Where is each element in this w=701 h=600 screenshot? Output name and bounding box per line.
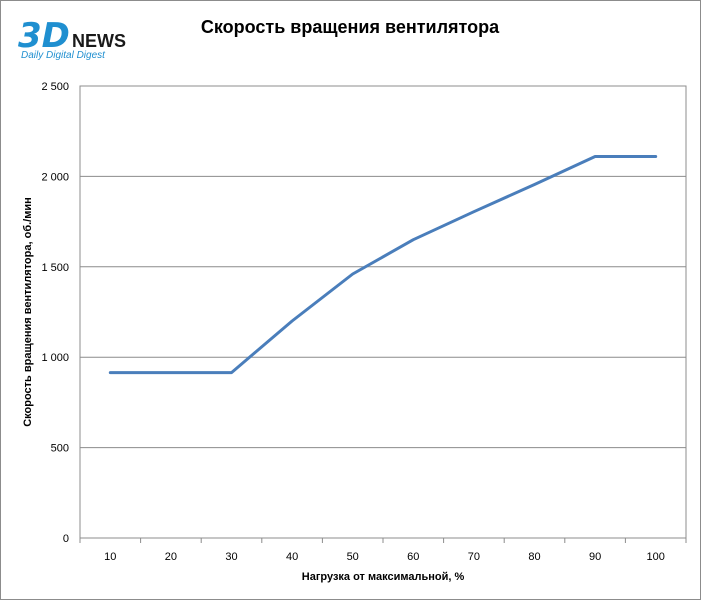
gridlines	[80, 175, 686, 449]
x-tick-label: 50	[347, 551, 359, 563]
x-tick-label: 80	[528, 551, 540, 563]
x-tick-label: 100	[647, 551, 665, 563]
y-axis-label: Скорость вращения вентилятора, об./мин	[22, 197, 34, 427]
x-tick-label: 30	[225, 551, 237, 563]
y-tick-label: 1 000	[41, 352, 69, 364]
x-tick-label: 20	[165, 551, 177, 563]
x-tick-label: 40	[286, 551, 298, 563]
series-group	[108, 155, 658, 375]
3dnews-logo: 3D NEWS Daily Digital Digest	[18, 16, 126, 61]
chart-title: Скорость вращения вентилятора	[201, 17, 500, 37]
y-tick-label: 0	[63, 533, 69, 545]
x-tick-label: 90	[589, 551, 601, 563]
x-tick-label: 70	[468, 551, 480, 563]
logo-3d-text: 3D	[18, 16, 70, 56]
x-axis-tick-marks	[79, 538, 687, 543]
plot-area	[79, 85, 687, 539]
y-tick-label: 1 500	[41, 262, 69, 274]
series-line	[108, 155, 658, 375]
x-axis-tick-labels: 10 20 30 40 50 60 70 80 90 100	[104, 551, 665, 563]
x-axis-label: Нагрузка от максимальной, %	[302, 571, 465, 583]
y-tick-label: 2 500	[41, 81, 69, 93]
x-tick-label: 10	[104, 551, 116, 563]
logo-tagline: Daily Digital Digest	[21, 50, 106, 61]
y-axis-tick-labels: 0 500 1 000 1 500 2 000 2 500	[41, 81, 69, 545]
y-tick-label: 500	[51, 443, 69, 455]
y-tick-label: 2 000	[41, 171, 69, 183]
x-tick-label: 60	[407, 551, 419, 563]
logo-news-text: NEWS	[72, 31, 126, 51]
